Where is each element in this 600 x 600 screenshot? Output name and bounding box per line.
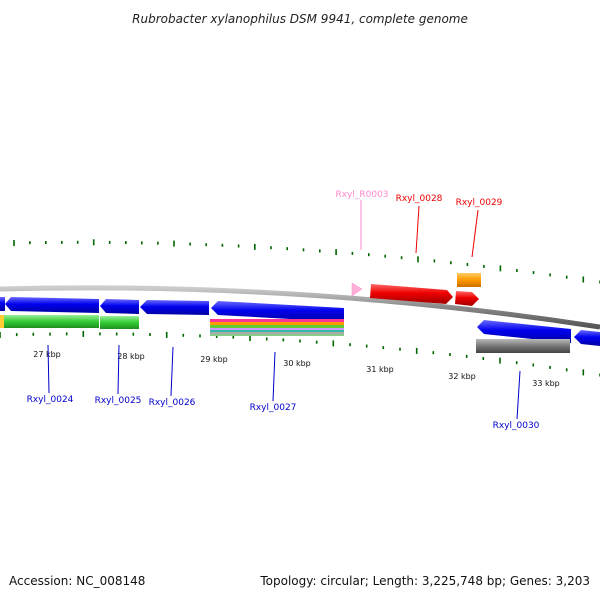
map-title: Rubrobacter xylanophilus DSM 9941, compl… <box>132 12 468 26</box>
scale-label: 33 kbp <box>532 379 560 388</box>
genome-summary-text: Topology: circular; Length: 3,225,748 bp… <box>260 574 590 588</box>
rna-feature-rxyl-r0003[interactable] <box>351 282 363 297</box>
gene-label-rxyl-0027[interactable]: Rxyl_0027 <box>250 403 297 413</box>
gene-arrow-rxyl-0029[interactable] <box>455 291 479 306</box>
gene-arrow-rxyl-0025[interactable] <box>100 299 139 314</box>
green-track-segment <box>0 315 4 328</box>
scale-label: 32 kbp <box>448 372 476 381</box>
scale-label: 28 kbp <box>117 352 145 361</box>
multicolor-domain-track <box>210 319 344 336</box>
scale-labels: 27 kbp 28 kbp 29 kbp 30 kbp 31 kbp 32 kb… <box>33 350 560 388</box>
gene-arrow-rxyl-0024[interactable] <box>5 297 99 313</box>
gene-label-rxyl-0024[interactable]: Rxyl_0024 <box>27 395 74 405</box>
green-track-segment <box>100 316 139 329</box>
scale-label: 30 kbp <box>283 359 311 368</box>
gene-arrow-right-edge[interactable] <box>574 330 600 346</box>
outer-tick-row <box>13 239 600 284</box>
gene-arrow-rxyl-0027[interactable] <box>211 301 344 322</box>
gene-arrow-left-edge[interactable] <box>0 297 5 311</box>
green-track-segment <box>4 315 99 328</box>
gene-labels: Rxyl_R0003 Rxyl_0028 Rxyl_0029 Rxyl_0024… <box>27 190 540 431</box>
gene-label-rxyl-0028[interactable]: Rxyl_0028 <box>396 194 443 204</box>
gene-label-rxyl-0025[interactable]: Rxyl_0025 <box>95 396 142 406</box>
gray-track-segment <box>476 339 570 353</box>
gene-arrow-rxyl-0026[interactable] <box>140 300 209 315</box>
scale-label: 29 kbp <box>200 355 228 364</box>
gene-arrow-rxyl-0028[interactable] <box>370 284 453 304</box>
scale-label: 27 kbp <box>33 350 61 359</box>
scale-label: 31 kbp <box>366 365 394 374</box>
gene-label-rxyl-0029[interactable]: Rxyl_0029 <box>456 198 503 208</box>
label-leader-lines <box>47 200 521 420</box>
genome-backbone <box>0 285 600 330</box>
gene-label-rxyl-0030[interactable]: Rxyl_0030 <box>493 421 540 431</box>
accession-text: Accession: NC_008148 <box>9 574 146 588</box>
gene-label-rxyl-r0003[interactable]: Rxyl_R0003 <box>335 190 388 200</box>
gene-arrow-rxyl-0030[interactable] <box>477 320 571 343</box>
gene-label-rxyl-0026[interactable]: Rxyl_0026 <box>149 398 196 408</box>
inner-tick-row <box>0 330 600 377</box>
orange-feature[interactable] <box>457 273 481 287</box>
